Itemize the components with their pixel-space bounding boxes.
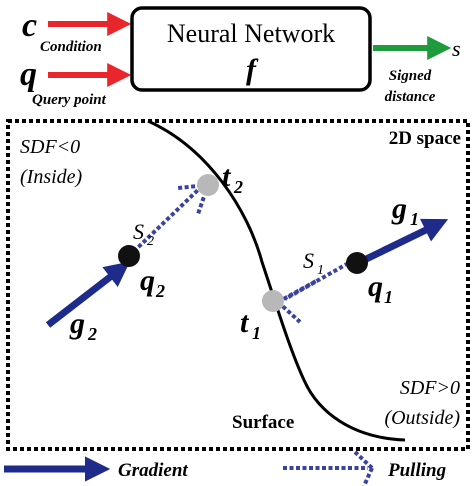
t1-sub: 1 [252,323,261,343]
input-query: q Query point [20,56,132,108]
gradient-arrow-g2 [45,261,130,328]
network-box: Neural Network f [130,6,372,92]
condition-symbol: c [22,7,37,44]
legend-gradient-label: Gradient [118,460,188,481]
t2-sub: 2 [233,177,243,197]
q1-label: q 1 [368,270,393,307]
s1-base: S [303,248,314,273]
query-label: Query point [32,92,107,108]
q1-base: q [368,270,383,303]
outside-label-line2: (Outside) [384,407,460,429]
s1-sub: 1 [317,263,324,278]
output-symbol: s [452,36,461,61]
q2-base: q [140,264,155,297]
space-frame [6,119,470,451]
query-symbol: q [20,56,37,93]
network-title: Neural Network [167,19,335,48]
t2-base: t [222,160,232,193]
q2-label: q 2 [140,264,165,301]
legend-pulling-label: Pulling [387,460,446,481]
surface-label: Surface [232,412,294,433]
function-symbol: f [246,53,259,86]
q1-sub: 1 [384,287,393,307]
s2-label: S 2 [133,219,154,249]
pulling-rays-q2 [127,183,210,258]
t1-label: t 1 [240,306,261,343]
space-title: 2D space [389,128,461,149]
inside-label-line2: (Inside) [20,166,83,188]
g2-base: g [69,307,85,340]
condition-label: Condition [40,39,102,55]
legend-pulling-icon [283,450,374,486]
output-sdf: s Signed distance [373,36,461,105]
surface-curve [147,119,406,442]
g1-base: g [391,192,407,225]
input-condition: c Condition [22,7,132,55]
pulling-rays-q1 [276,258,355,324]
surface-point-t2 [197,174,219,196]
legend-gradient: Gradient [4,456,188,482]
gradient-arrow-g1 [356,218,449,267]
inside-label-line1: SDF<0 [20,136,80,158]
g1-label: g 1 [391,192,419,229]
outside-label-line1: SDF>0 [400,377,460,399]
query-point-q2 [118,245,140,267]
t2-label: t 2 [222,160,243,197]
g2-sub: 2 [87,324,97,344]
t1-base: t [240,306,250,339]
g1-sub: 1 [410,209,419,229]
s2-sub: 2 [147,234,154,249]
legend-pulling: Pulling [283,450,446,486]
surface-point-t1 [262,290,284,312]
output-label-line2: distance [385,89,436,105]
s1-label: S 1 [303,248,324,278]
s2-base: S [133,219,144,244]
g2-label: g 2 [69,307,97,344]
q2-sub: 2 [155,281,165,301]
query-point-q1 [346,252,368,274]
output-label-line1: Signed [389,68,432,84]
